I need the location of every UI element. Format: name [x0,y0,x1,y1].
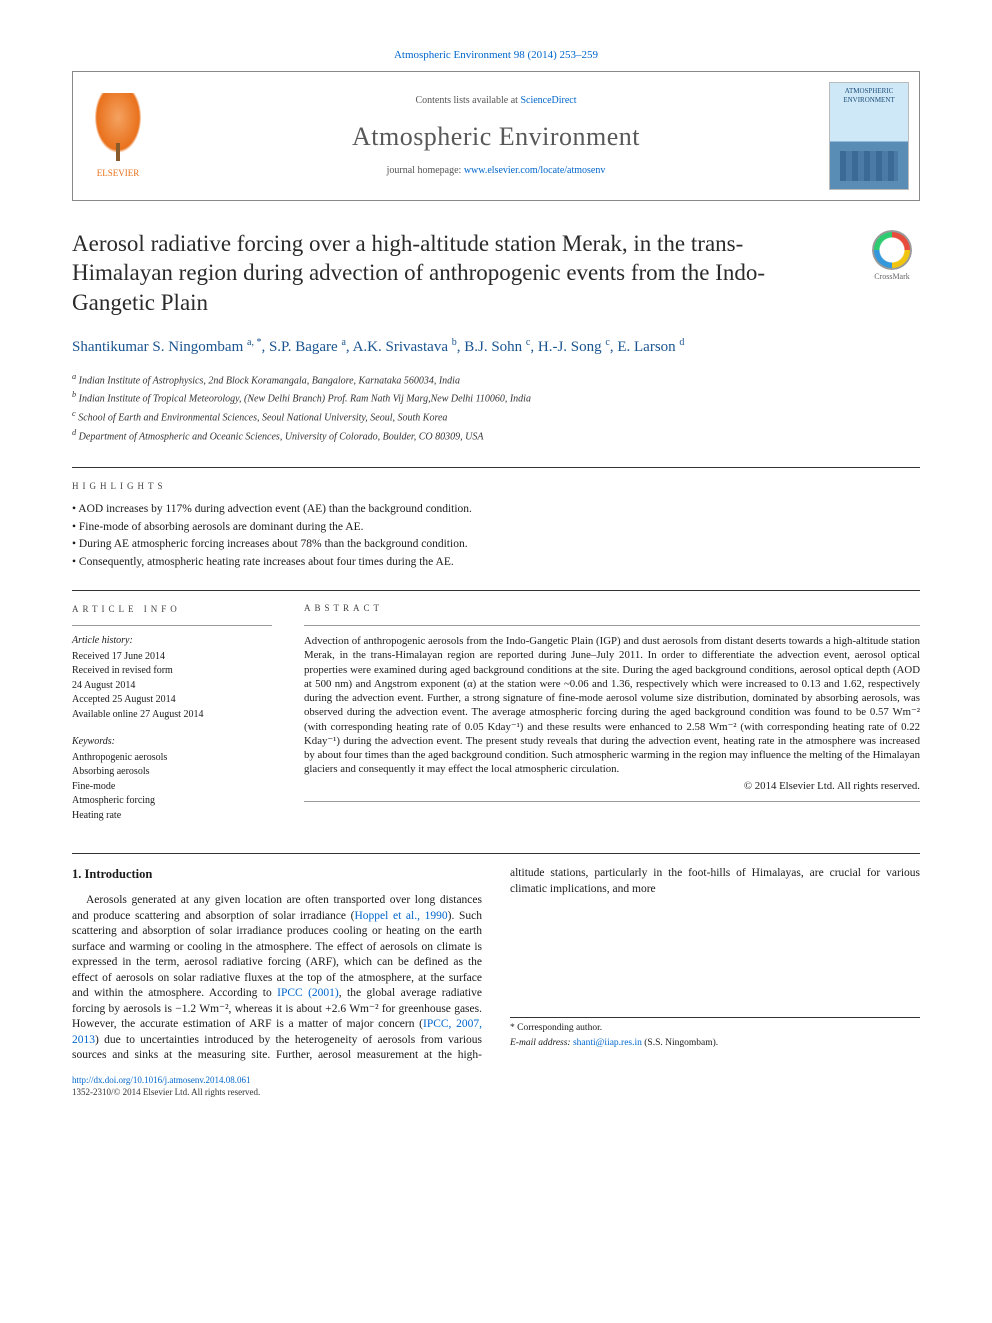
history-line: 24 August 2014 [72,679,272,693]
journal-header: ELSEVIER Contents lists available at Sci… [72,71,920,201]
citation-link[interactable]: Atmospheric Environment 98 (2014) 253–25… [394,49,598,61]
contents-available: Contents lists available at ScienceDirec… [415,94,576,108]
author-list: Shantikumar S. Ningombam a, *, S.P. Baga… [72,335,920,359]
keywords-head: Keywords: [72,735,272,749]
affiliation: b Indian Institute of Tropical Meteorolo… [72,389,920,407]
sciencedirect-link[interactable]: ScienceDirect [520,95,576,106]
keyword: Absorbing aerosols [72,765,272,779]
citation-line: Atmospheric Environment 98 (2014) 253–25… [72,48,920,63]
abstract-copyright: © 2014 Elsevier Ltd. All rights reserved… [304,779,920,793]
abstract-label: ABSTRACT [304,603,920,615]
highlight-item: During AE atmospheric forcing increases … [72,537,920,553]
journal-cover-thumbnail[interactable]: ATMOSPHERIC ENVIRONMENT [829,82,909,190]
corresponding-author: * Corresponding author. [510,1022,920,1035]
article-title: Aerosol radiative forcing over a high-al… [72,229,844,317]
email-link[interactable]: shanti@iiap.res.in [573,1038,642,1048]
journal-name: Atmospheric Environment [352,119,640,154]
keyword: Anthropogenic aerosols [72,751,272,765]
highlight-item: Fine-mode of absorbing aerosols are domi… [72,520,920,536]
affiliations: a Indian Institute of Astrophysics, 2nd … [72,371,920,445]
history-head: Article history: [72,634,272,648]
corresponding-email: E-mail address: shanti@iiap.res.in (S.S.… [510,1037,920,1050]
elsevier-tree-icon [88,93,148,163]
crossmark-badge[interactable]: CrossMark [864,229,920,285]
crossmark-icon [872,230,912,270]
history-line: Available online 27 August 2014 [72,708,272,722]
homepage-link[interactable]: www.elsevier.com/locate/atmosenv [464,165,606,176]
elsevier-logo[interactable]: ELSEVIER [73,72,163,200]
history-line: Accepted 25 August 2014 [72,693,272,707]
footnotes: * Corresponding author. E-mail address: … [510,1017,920,1050]
history-line: Received in revised form [72,664,272,678]
journal-homepage: journal homepage: www.elsevier.com/locat… [387,164,606,178]
abstract: ABSTRACT Advection of anthropogenic aero… [304,603,920,823]
citation-link[interactable]: Hoppel et al., 1990 [354,910,447,922]
doi-link[interactable]: http://dx.doi.org/10.1016/j.atmosenv.201… [72,1075,251,1085]
abstract-text: Advection of anthropogenic aerosols from… [304,634,920,777]
affiliation: c School of Earth and Environmental Scie… [72,408,920,426]
citation-link[interactable]: IPCC (2001) [277,987,339,999]
issn-copyright: 1352-2310/© 2014 Elsevier Ltd. All right… [72,1086,920,1098]
article-info-label: ARTICLE INFO [72,603,272,615]
keyword: Heating rate [72,809,272,823]
page-footer: http://dx.doi.org/10.1016/j.atmosenv.201… [72,1074,920,1098]
section-heading: 1. Introduction [72,866,482,883]
highlights-label: HIGHLIGHTS [72,480,920,492]
highlight-item: AOD increases by 117% during advection e… [72,502,920,518]
highlights-list: AOD increases by 117% during advection e… [72,502,920,570]
article-body: 1. Introduction Aerosols generated at an… [72,866,920,1064]
affiliation: d Department of Atmospheric and Oceanic … [72,427,920,445]
highlight-item: Consequently, atmospheric heating rate i… [72,555,920,571]
keyword: Fine-mode [72,780,272,794]
keyword: Atmospheric forcing [72,794,272,808]
affiliation: a Indian Institute of Astrophysics, 2nd … [72,371,920,389]
article-info: ARTICLE INFO Article history: Received 1… [72,603,272,823]
elsevier-name: ELSEVIER [97,167,140,179]
history-line: Received 17 June 2014 [72,650,272,664]
